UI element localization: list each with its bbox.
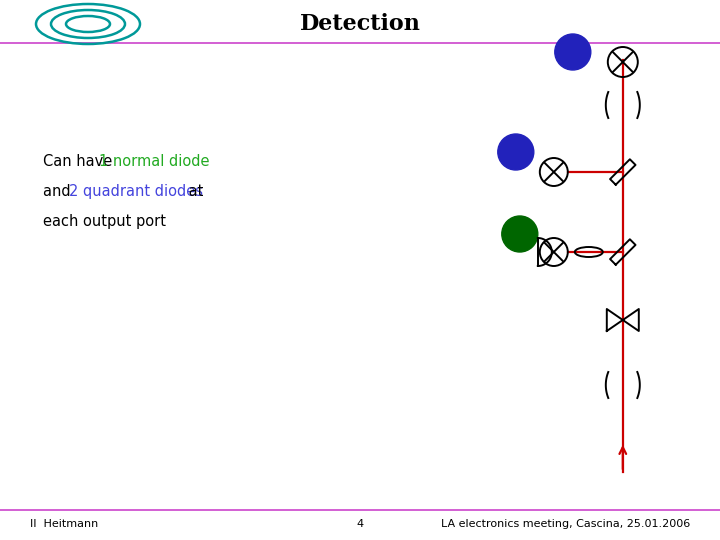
Text: Detection: Detection: [300, 13, 420, 35]
Text: each output port: each output port: [43, 214, 166, 229]
Text: LA electronics meeting, Cascina, 25.01.2006: LA electronics meeting, Cascina, 25.01.2…: [441, 519, 690, 529]
Circle shape: [498, 134, 534, 170]
Text: Can have: Can have: [43, 154, 117, 170]
Circle shape: [502, 216, 538, 252]
Text: 4: 4: [356, 519, 364, 529]
Text: and: and: [43, 184, 76, 199]
Text: 1 normal diode: 1 normal diode: [99, 154, 210, 170]
Text: II  Heitmann: II Heitmann: [30, 519, 98, 529]
Text: 2 quadrant diodes: 2 quadrant diodes: [69, 184, 203, 199]
Text: at: at: [184, 184, 204, 199]
Circle shape: [555, 34, 591, 70]
